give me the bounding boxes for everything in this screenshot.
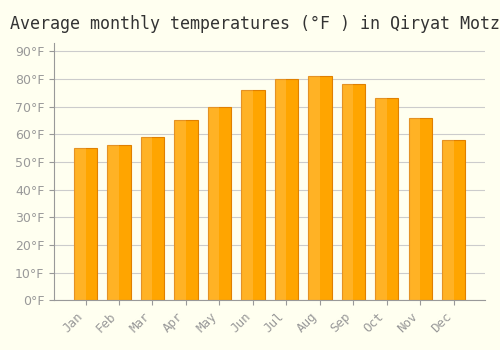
Bar: [241, 90, 264, 300]
Bar: [208, 106, 231, 300]
Bar: [442, 140, 454, 300]
Bar: [308, 76, 320, 300]
Bar: [140, 137, 164, 300]
Bar: [208, 106, 220, 300]
Bar: [375, 98, 387, 300]
Bar: [140, 137, 152, 300]
Bar: [375, 98, 398, 300]
Bar: [274, 79, 298, 300]
Bar: [108, 145, 119, 300]
Bar: [174, 120, 198, 300]
Bar: [408, 118, 420, 300]
Bar: [74, 148, 97, 300]
Bar: [241, 90, 253, 300]
Bar: [108, 145, 130, 300]
Bar: [274, 79, 286, 300]
Bar: [74, 148, 86, 300]
Bar: [174, 120, 186, 300]
Bar: [342, 84, 365, 300]
Bar: [442, 140, 466, 300]
Title: Average monthly temperatures (°F ) in Qiryat Motzkin: Average monthly temperatures (°F ) in Qi…: [10, 15, 500, 33]
Bar: [342, 84, 353, 300]
Bar: [308, 76, 332, 300]
Bar: [408, 118, 432, 300]
